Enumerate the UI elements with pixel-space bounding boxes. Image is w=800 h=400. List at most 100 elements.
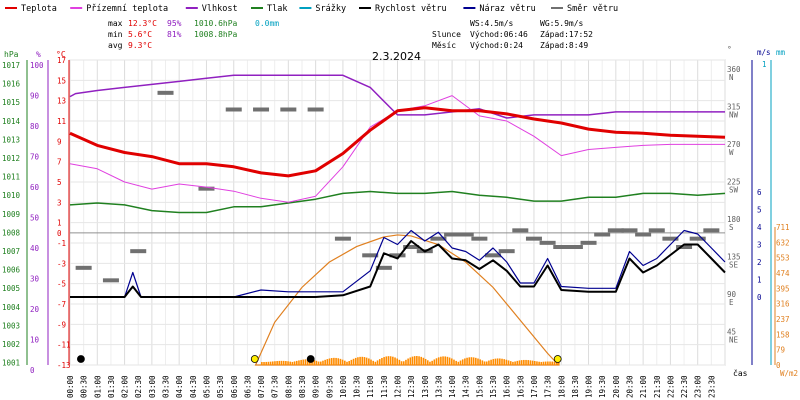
stats-value: max: [108, 19, 123, 28]
solar-bar: [328, 358, 331, 365]
humidity-tick: 40: [30, 244, 40, 253]
solar-bar: [352, 358, 355, 365]
temperature-tick: 1: [57, 219, 62, 228]
x-axis: 00:00 00:30 01:00 01:30 02:00 02:30 03:00 03:30…: [66, 368, 748, 398]
legend-label: Teplota: [21, 4, 57, 14]
solar-bar: [472, 357, 475, 365]
moonrise-time: Východ:0:24: [470, 41, 523, 50]
solar-bar: [261, 362, 263, 365]
solar-bar: [549, 361, 551, 365]
stats-block: max 12.3°C 95% 1010.6hPa 0.0mm min 5.6°C 81% 100…: [108, 19, 279, 50]
wind-direction-point: [594, 232, 611, 237]
x-tick: 00:30: [80, 375, 89, 398]
solar-bar: [324, 359, 326, 365]
temperature-tick: 7: [57, 158, 62, 167]
solar-bar: [505, 359, 508, 365]
legend-label: Rychlost větru: [375, 4, 447, 14]
x-tick: 05:30: [216, 375, 225, 398]
solar-bar: [429, 361, 431, 365]
solar-bar: [416, 356, 418, 365]
solar-bar: [285, 361, 287, 365]
wind-direction-point: [457, 232, 474, 237]
wind-tick: 6: [757, 188, 762, 197]
x-tick: 23:00: [694, 375, 703, 398]
solar-bar: [368, 358, 370, 365]
humidity-tick: 80: [30, 122, 40, 131]
direction-tick: 225: [727, 178, 741, 187]
humidity-tick: 70: [30, 153, 40, 162]
solar-bar: [313, 360, 316, 365]
wind-direction-point: [553, 245, 570, 249]
wind-direction-point: [430, 236, 447, 241]
temperature-tick: 13: [57, 97, 66, 106]
wind-direction-point: [566, 245, 583, 249]
solar-bar: [365, 357, 368, 365]
wind-direction-point: [512, 228, 529, 233]
solar-bar: [488, 360, 490, 365]
direction-tick: 180: [727, 215, 741, 224]
humidity-tick: 60: [30, 183, 40, 192]
wind-direction-point: [157, 90, 174, 95]
direction-axis-label: °: [727, 45, 732, 54]
solar-bar: [547, 361, 549, 365]
solar-bar: [459, 360, 462, 365]
vertical-gridlines: [69, 60, 726, 365]
direction-tick: E: [729, 298, 734, 307]
solar-bar: [485, 361, 488, 365]
solar-bar: [442, 356, 444, 365]
temperature-line: [69, 106, 726, 178]
x-tick: 04:00: [175, 375, 184, 398]
rain-tick: 1: [762, 60, 767, 69]
stats-value: 9.3°C: [128, 41, 152, 50]
wind-tick: 4: [757, 223, 762, 232]
legend-label: Vlhkost: [202, 4, 238, 14]
wind-direction-point: [539, 240, 556, 245]
solar-bar: [420, 356, 423, 365]
direction-tick: SW: [729, 186, 739, 195]
solar-bar: [518, 360, 521, 365]
sunset-marker: [553, 355, 562, 363]
solar-bar: [468, 357, 471, 365]
solar-bar: [372, 360, 374, 365]
solar-bar: [344, 360, 346, 365]
solar-bar: [330, 358, 333, 365]
direction-tick: 45: [727, 328, 736, 337]
solar-bar: [348, 361, 350, 365]
solar-tick: 395: [776, 284, 790, 293]
wind-tick: 5: [757, 206, 762, 215]
direction-tick: 360: [727, 65, 741, 74]
solar-bar: [483, 361, 486, 365]
solar-tick: 711: [776, 223, 790, 232]
solar-bar: [337, 358, 340, 365]
stats-value: 5.6°C: [128, 30, 152, 39]
pressure-tick: 1017: [2, 61, 20, 70]
x-tick: 07:30: [271, 375, 280, 398]
pressure-tick: 1003: [2, 321, 20, 330]
x-tick: 10:30: [353, 375, 362, 398]
solar-bar: [490, 359, 492, 365]
stats-value: 1010.6hPa: [194, 19, 238, 28]
pressure-tick: 1006: [2, 266, 21, 275]
stats-value: 0.0mm: [255, 19, 279, 28]
solar-bar: [278, 360, 281, 365]
solar-bar: [267, 361, 270, 365]
sun-label: Slunce: [432, 30, 461, 39]
solar-bar: [402, 361, 405, 365]
temperature-tick: 17: [57, 56, 66, 65]
solar-bar: [426, 360, 429, 365]
sunrise-marker: [250, 355, 259, 363]
wind-direction-point: [580, 240, 597, 245]
wind-direction-point: [75, 265, 92, 270]
x-tick: 15:30: [489, 375, 498, 398]
solar-bar: [492, 359, 495, 365]
pressure-tick: 1005: [2, 284, 20, 293]
solar-bar: [392, 356, 394, 365]
wind-direction-point: [280, 107, 297, 112]
solar-bar: [437, 357, 440, 365]
legend-label: Přízemní teplota: [86, 4, 168, 14]
wind-direction-point: [375, 265, 392, 270]
solar-bar: [298, 360, 300, 365]
stats-value: 95%: [167, 19, 182, 28]
legend: Teplota Přízemní teplota Vlhkost Tlak Srážky…: [5, 4, 618, 14]
x-tick: 01:30: [107, 375, 116, 398]
